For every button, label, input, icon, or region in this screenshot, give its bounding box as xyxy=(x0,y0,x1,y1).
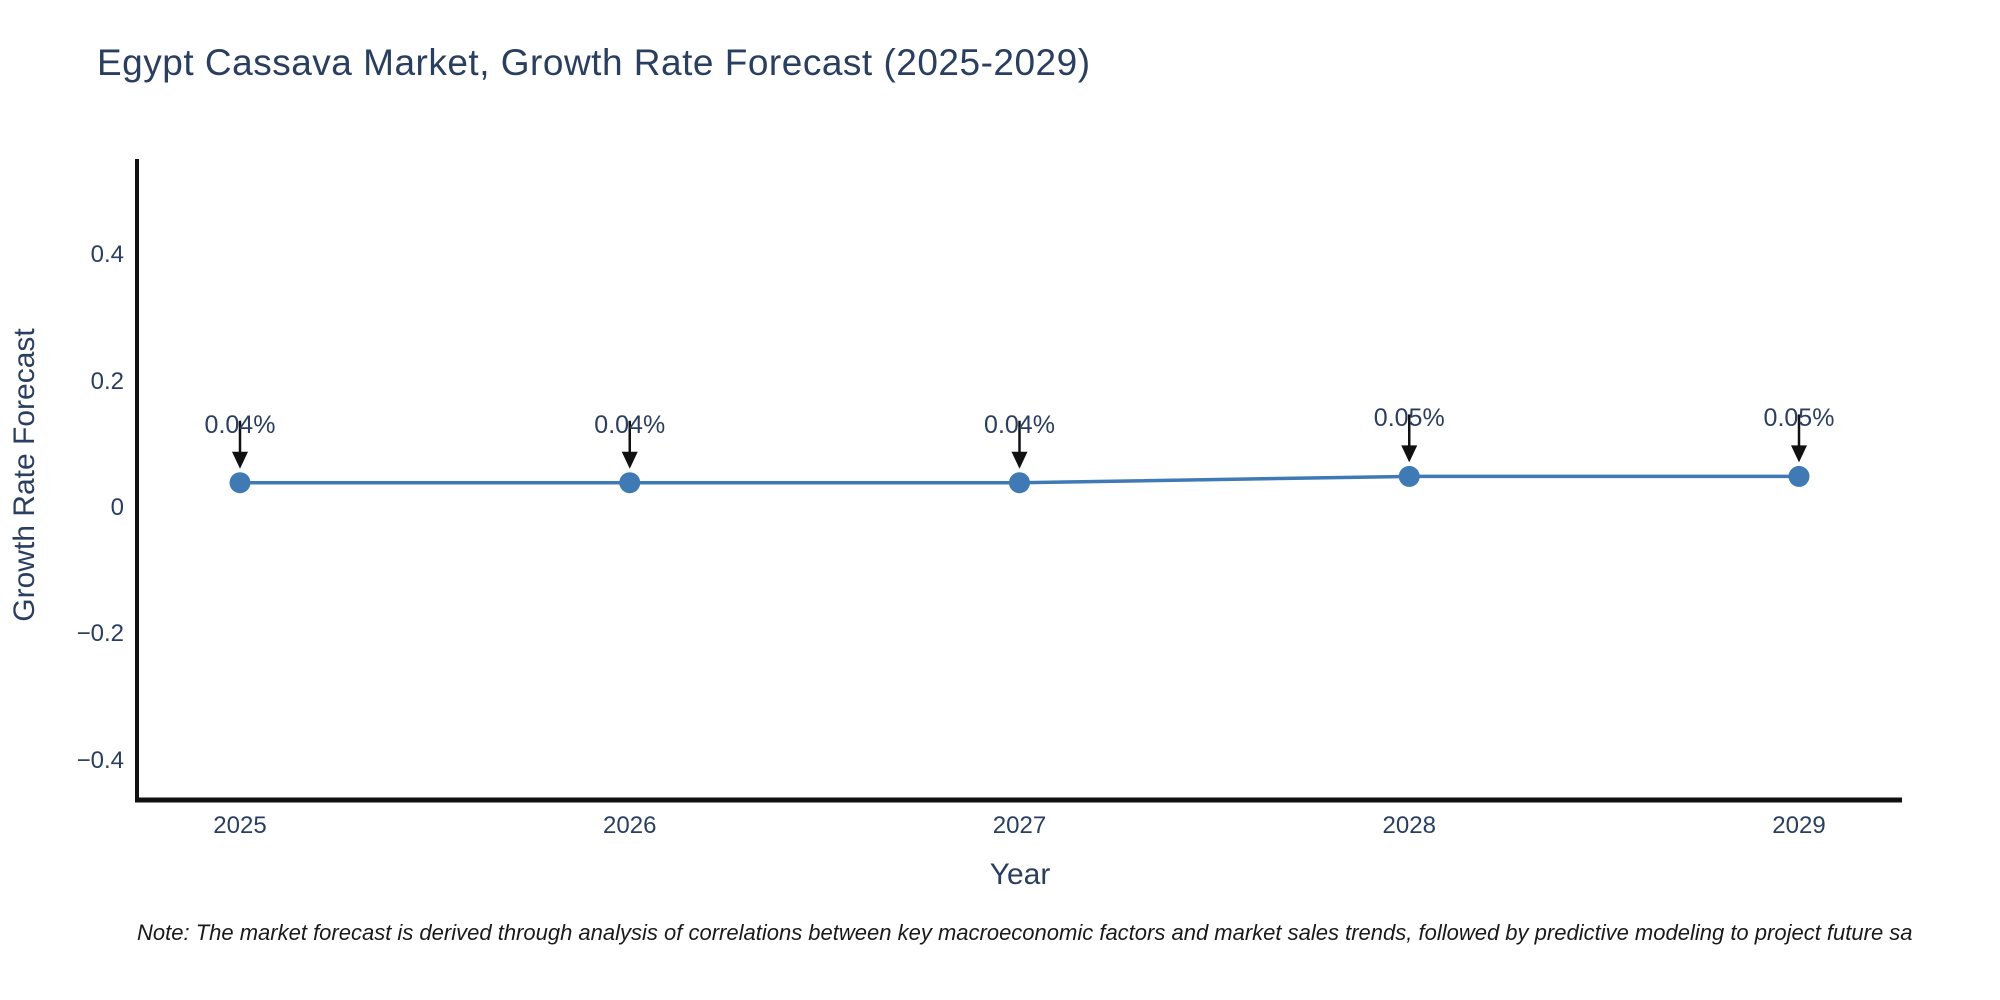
footnote-text: Note: The market forecast is derived thr… xyxy=(137,920,1913,945)
data-point-marker xyxy=(1398,465,1420,487)
y-tick-label: 0.2 xyxy=(90,367,124,395)
x-tick-label: 2029 xyxy=(1772,812,1826,839)
x-axis-title: Year xyxy=(989,858,1051,891)
y-tick-label: −0.2 xyxy=(76,620,124,648)
y-tick-label: −0.4 xyxy=(76,746,124,774)
point-value-annotation: 0.05% xyxy=(1373,404,1445,433)
data-point-marker xyxy=(1009,472,1030,494)
chart-title: Egypt Cassava Market, Growth Rate Foreca… xyxy=(97,42,1091,83)
annotation-arrowhead-icon xyxy=(1791,445,1807,463)
annotation-arrowhead-icon xyxy=(232,451,248,469)
annotation-arrowhead-icon xyxy=(1401,445,1418,463)
x-tick-label: 2027 xyxy=(992,812,1047,839)
data-point-marker xyxy=(1788,465,1810,487)
point-value-annotation: 0.04% xyxy=(204,410,276,439)
point-value-annotation: 0.05% xyxy=(1763,404,1835,433)
data-point-marker xyxy=(229,472,251,494)
data-point-marker xyxy=(619,472,641,494)
annotation-arrowhead-icon xyxy=(621,451,638,469)
x-tick-label: 2028 xyxy=(1382,812,1436,839)
point-value-annotation: 0.04% xyxy=(984,410,1055,439)
point-value-annotation: 0.04% xyxy=(594,410,666,439)
x-tick-label: 2025 xyxy=(213,812,267,839)
x-tick-label: 2026 xyxy=(603,812,657,839)
y-tick-label: 0 xyxy=(110,494,124,521)
annotation-arrowhead-icon xyxy=(1011,451,1028,469)
y-tick-label: 0.4 xyxy=(90,241,124,269)
